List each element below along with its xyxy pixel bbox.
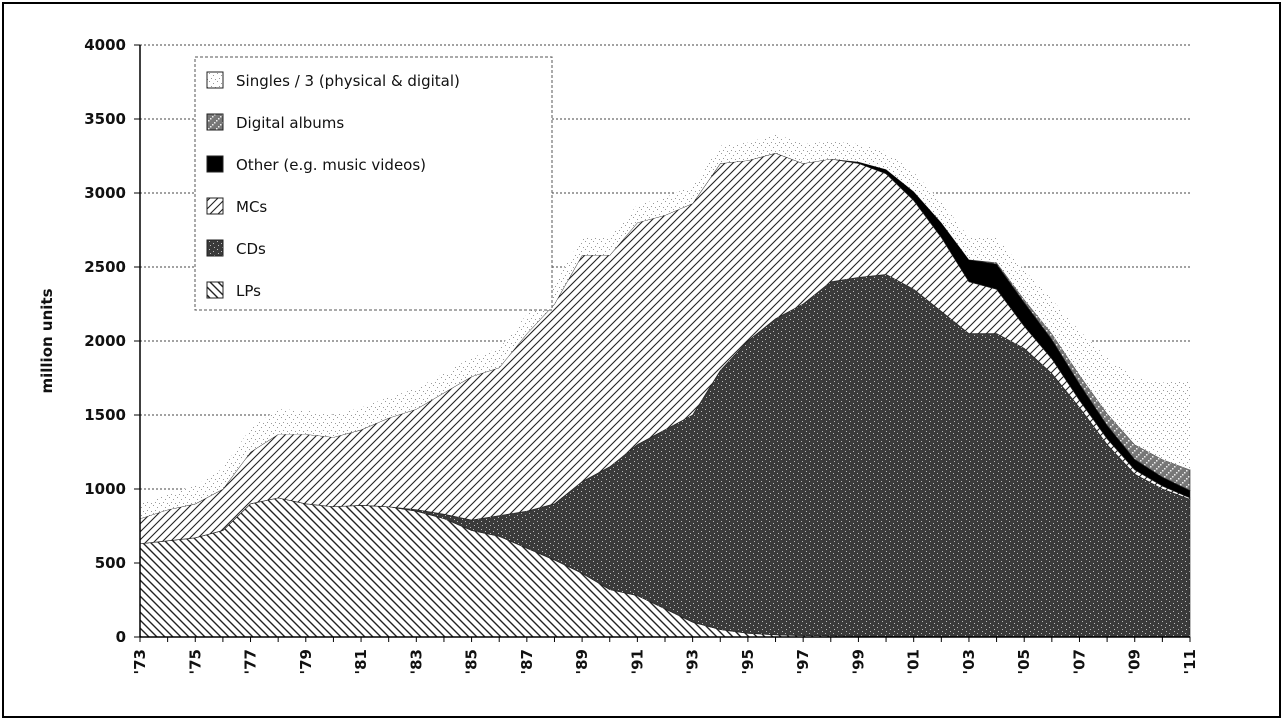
x-tick-label: '79: [297, 649, 315, 674]
legend-label: Other (e.g. music videos): [236, 156, 426, 174]
y-tick-label: 0: [116, 628, 126, 646]
y-axis-label: million units: [38, 288, 56, 393]
x-tick-label: '73: [131, 649, 149, 674]
x-tick-label: '89: [573, 649, 591, 674]
y-tick-label: 4000: [84, 36, 126, 54]
legend-swatch: [206, 281, 224, 299]
x-tick-label: '93: [684, 649, 702, 674]
y-tick-label: 2000: [84, 332, 126, 350]
area: [140, 133, 1190, 519]
x-tick-label: '87: [518, 649, 536, 674]
y-tick-label: 2500: [84, 258, 126, 276]
y-tick-label: 3000: [84, 184, 126, 202]
legend-swatch: [206, 239, 224, 257]
x-tick-label: '91: [628, 649, 646, 674]
x-tick-label: '95: [739, 649, 757, 674]
y-tick-label: 500: [95, 554, 126, 572]
x-tick-label: '11: [1181, 649, 1199, 674]
legend-swatch: [206, 155, 224, 173]
x-tick-label: '09: [1126, 649, 1144, 674]
x-tick-label: '99: [849, 649, 867, 674]
x-tick-label: '85: [463, 649, 481, 674]
legend-label: LPs: [236, 282, 261, 300]
x-tick-label: '05: [1015, 649, 1033, 674]
x-tick-label: '81: [352, 649, 370, 674]
legend-label: Singles / 3 (physical & digital): [236, 72, 460, 90]
legend-swatch: [206, 113, 224, 131]
legend-label: CDs: [236, 240, 266, 258]
x-tick-label: '77: [242, 649, 260, 674]
area: [139, 152, 1191, 519]
legend-label: MCs: [236, 198, 267, 216]
x-tick-label: '07: [1070, 649, 1088, 674]
y-tick-label: 1500: [84, 406, 126, 424]
x-tick-label: '03: [960, 649, 978, 674]
x-tick-label: '97: [794, 649, 812, 674]
legend-box: [194, 56, 553, 311]
y-tick-label: 3500: [84, 110, 126, 128]
y-tick-label: 1000: [84, 480, 126, 498]
legend-label: Digital albums: [236, 114, 344, 132]
x-tick-label: '75: [186, 649, 204, 674]
x-tick-label: '83: [407, 649, 425, 674]
legend-swatch: [206, 197, 224, 215]
x-tick-label: '01: [905, 649, 923, 674]
legend-swatch: [206, 71, 224, 89]
